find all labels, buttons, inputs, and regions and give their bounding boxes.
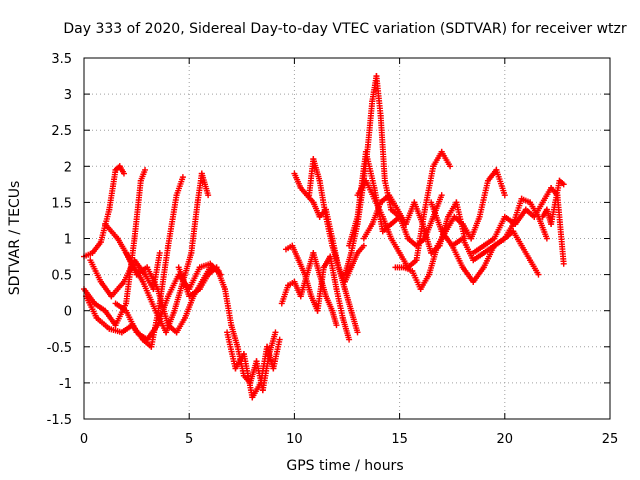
data-point [120,170,127,177]
series-track-7 [123,249,222,336]
y-tick-label: 3 [64,88,72,103]
series-track-17 [360,192,468,256]
x-tick-label: 20 [497,432,514,447]
data-points [81,73,567,401]
series-track-13 [306,156,367,285]
y-tick-label: 1 [64,233,72,248]
data-point [438,192,445,199]
y-tick-label: 2 [64,160,72,175]
x-axis-label: GPS time / hours [286,458,403,474]
y-axis-label: SDTVAR / TECUs [7,181,23,296]
series-track-20 [449,195,550,264]
series-track-9 [224,329,283,401]
data-point [346,336,353,343]
y-tick-label: 3.5 [51,52,72,67]
data-point [272,329,279,336]
data-point [535,271,542,278]
data-point [447,163,454,170]
plot-frame [83,57,611,420]
x-tick-label: 10 [286,432,303,447]
chart-title: Day 333 of 2020, Sidereal Day-to-day VTE… [63,21,627,37]
series-track-19 [428,199,542,285]
x-tick-label: 15 [391,432,408,447]
y-tick-label: 1.5 [51,196,72,211]
data-point [560,260,567,267]
data-point [156,249,163,256]
series-track-5 [102,170,212,336]
series-track-22 [539,177,567,228]
series-track-18 [392,166,508,293]
data-point [142,166,149,173]
data-point [354,329,361,336]
data-point [276,336,283,343]
series-track-1 [81,163,127,260]
data-point [560,181,567,188]
series-track-16 [354,148,454,271]
data-point [360,242,367,249]
data-point [543,235,550,242]
data-point [333,322,340,329]
x-tick-label: 0 [80,432,88,447]
y-tick-label: 2.5 [51,124,72,139]
x-tick-label: 5 [185,432,193,447]
data-point [179,174,186,181]
series-track-11 [282,242,353,343]
data-point [205,192,212,199]
y-tick-label: 0.5 [51,269,72,284]
y-tick-label: 0 [64,305,72,320]
grid-lines [84,58,610,419]
axis-ticks: 0 5 10 15 20 25 -1.5 -1 -0.5 0 0.5 1 1.5 2 2.5 3 3.5 [47,52,619,447]
y-tick-label: -0.5 [47,341,72,356]
data-point [501,192,508,199]
x-tick-label: 25 [602,432,619,447]
y-tick-label: -1.5 [47,413,72,428]
y-tick-label: -1 [59,377,72,392]
